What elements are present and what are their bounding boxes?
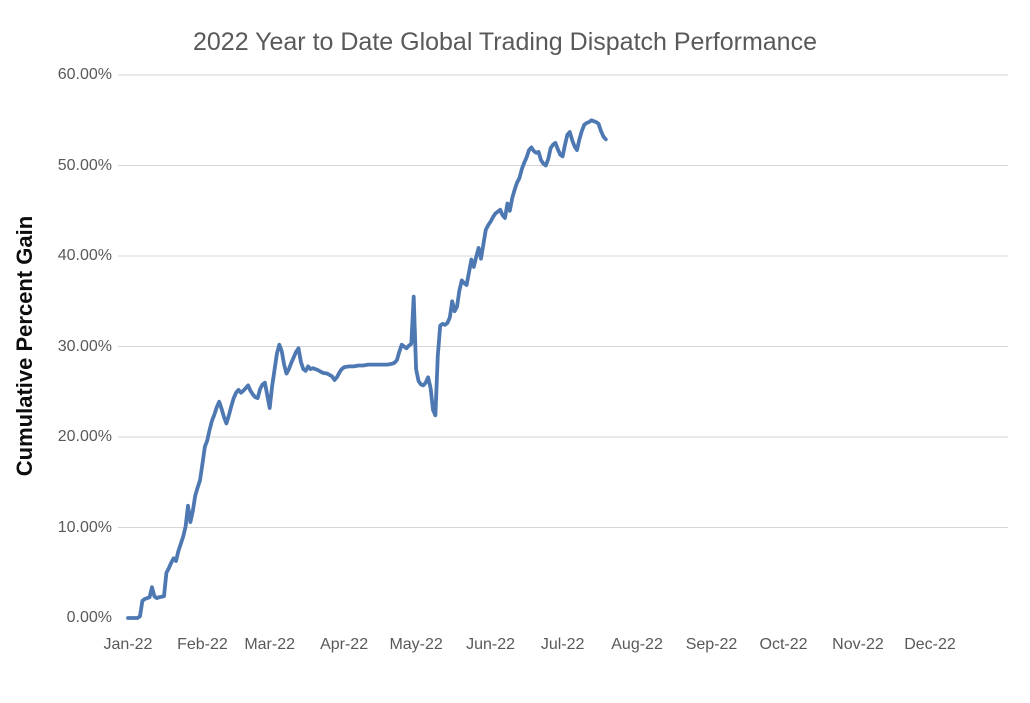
x-tick-label-May-22: May-22 [389, 636, 443, 653]
x-tick-label-Jul-22: Jul-22 [540, 636, 585, 653]
x-tick-label-Jan-22: Jan-22 [103, 636, 153, 653]
x-tick-label-Mar-22: Mar-22 [244, 636, 295, 653]
x-tick-label-Nov-22: Nov-22 [832, 636, 884, 653]
y-tick-label-0.00%: 0.00% [66, 609, 112, 626]
x-tick-label-Sep-22: Sep-22 [685, 636, 738, 653]
x-tick-label-Jun-22: Jun-22 [466, 636, 516, 653]
performance-line-series [126, 118, 608, 620]
chart-title: 2022 Year to Date Global Trading Dispatc… [193, 28, 817, 56]
x-tick-label-Oct-22: Oct-22 [759, 636, 808, 653]
x-tick-label-Apr-22: Apr-22 [320, 636, 369, 653]
y-tick-label-20.00%: 20.00% [57, 428, 112, 445]
y-tick-label-60.00%: 60.00% [57, 66, 112, 83]
y-tick-label-40.00%: 40.00% [57, 247, 112, 264]
y-tick-label-10.00%: 10.00% [57, 518, 112, 536]
y-tick-label-50.00%: 50.00% [57, 156, 112, 174]
x-tick-label-Feb-22: Feb-22 [177, 636, 228, 653]
x-tick-label-Aug-22: Aug-22 [611, 636, 663, 653]
x-tick-label-Dec-22: Dec-22 [904, 636, 956, 653]
y-tick-label-30.00%: 30.00% [57, 337, 112, 355]
y-axis-title: Cumulative Percent Gain [12, 215, 37, 477]
